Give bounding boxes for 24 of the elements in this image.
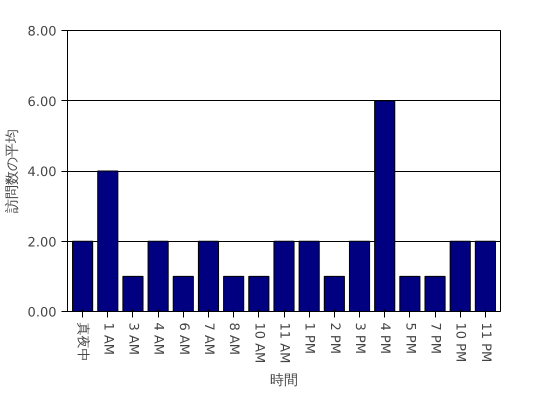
y-tick-label: 0.00 (28, 306, 57, 320)
x-tick-label: 3 PM (352, 322, 368, 354)
x-tick-label: 11 PM (478, 322, 493, 362)
x-tick-label: 8 AM (226, 322, 242, 356)
y-tick-label: 6.00 (28, 94, 57, 110)
x-tick-label: 5 PM (402, 322, 418, 354)
x-tick-label: 2 PM (326, 322, 342, 354)
x-tick-label: 10 PM (452, 322, 468, 362)
y-axis-title: 訪問数の平均 (4, 129, 20, 213)
x-tick-label: 1 AM (100, 322, 116, 356)
x-tick-label: 3 AM (125, 322, 140, 356)
x-axis-title: 時間 (270, 371, 298, 388)
x-tick-label: 4 AM (150, 322, 166, 356)
x-tick-label: 10 AM (251, 322, 266, 364)
x-tick-label: 11 AM (276, 322, 292, 364)
y-tick-label: 8.00 (28, 24, 57, 40)
x-tick-label: 6 AM (176, 322, 191, 356)
x-tick-label: 真夜中 (75, 322, 92, 362)
x-tick-label: 7 AM (200, 322, 216, 356)
x-tick-label: 4 PM (377, 322, 392, 354)
y-tick-label: 2.00 (28, 235, 57, 250)
x-tick-label: 7 PM (428, 322, 443, 354)
y-tick-label: 4.00 (28, 165, 57, 180)
x-tick-label: 1 PM (302, 322, 317, 354)
